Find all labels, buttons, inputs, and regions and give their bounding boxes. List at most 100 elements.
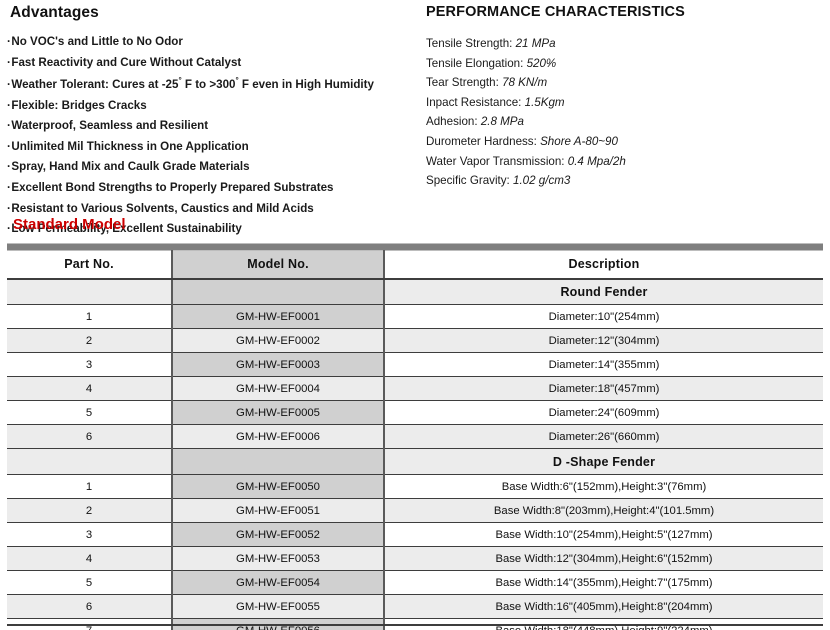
cell-description: Diameter:26"(660mm) xyxy=(383,424,823,449)
cell-part-no: 6 xyxy=(7,424,173,449)
table-row: 5 GM-HW-EF0005 Diameter:24"(609mm) xyxy=(7,400,823,425)
degree-icon: ° xyxy=(178,76,182,86)
cell-part-no: 2 xyxy=(7,328,173,353)
standard-model-heading: Standard Model xyxy=(13,216,126,233)
spec-label: Inpact Resistance: xyxy=(426,95,522,109)
advantage-item: ·Fast Reactivity and Cure Without Cataly… xyxy=(7,55,415,69)
cell-model-no: GM-HW-EF0005 xyxy=(171,400,385,425)
cell-description: Base Width:12"(304mm),Height:6"(152mm) xyxy=(383,546,823,571)
advantage-item: ·Weather Tolerant: Cures at -25° F to >3… xyxy=(7,76,415,92)
spec-item: Adhesion: 2.8 MPa xyxy=(426,116,830,128)
cell-part-no: 3 xyxy=(7,522,173,547)
bullet-icon: · xyxy=(7,78,12,92)
bullet-icon: · xyxy=(7,35,12,48)
table-row: 2 GM-HW-EF0002 Diameter:12"(304mm) xyxy=(7,328,823,353)
table-row: 3 GM-HW-EF0052 Base Width:10"(254mm),Heigh… xyxy=(7,522,823,547)
advantage-item-label: Spray, Hand Mix and Caulk Grade Material… xyxy=(11,160,250,174)
spec-item: Tensile Elongation: 520% xyxy=(426,56,830,70)
advantage-item: ·Flexible: Bridges Cracks xyxy=(7,98,415,112)
cell-description: Diameter:24"(609mm) xyxy=(383,400,823,425)
spec-label: Specific Gravity: xyxy=(426,174,510,188)
cell-description: Diameter:14"(355mm) xyxy=(383,352,823,377)
cell-model-no: GM-HW-EF0002 xyxy=(171,328,385,353)
table-row: 4 GM-HW-EF0004 Diameter:18"(457mm) xyxy=(7,376,823,401)
cell-model-no: GM-HW-EF0003 xyxy=(171,352,385,377)
table-row: 6 GM-HW-EF0055 Base Width:16"(405mm),Heigh… xyxy=(7,594,823,619)
spec-item: Inpact Resistance: 1.5Kgm xyxy=(426,95,830,109)
spec-item: Water Vapor Transmission: 0.4 Mpa/2h xyxy=(426,154,830,168)
advantages-title: Advantages xyxy=(10,4,99,21)
cell-description: Diameter:10"(254mm) xyxy=(383,304,823,329)
cell-part-no: 1 xyxy=(7,474,173,499)
performance-title: PERFORMANCE CHARACTERISTICS xyxy=(426,4,685,20)
spec-value: 0.4 Mpa/2h xyxy=(567,154,626,168)
cell-description: Base Width:16"(405mm),Height:8"(204mm) xyxy=(383,594,823,619)
cell-part-no: 5 xyxy=(7,570,173,595)
table-row: 5 GM-HW-EF0054 Base Width:14"(355mm),Heigh… xyxy=(7,570,823,595)
cell-model-no: GM-HW-EF0054 xyxy=(171,570,385,595)
advantages-column: Advantages ·No VOC's and Little to No Od… xyxy=(0,0,415,244)
section-model-cell xyxy=(171,448,385,475)
column-header-description: Description xyxy=(383,250,823,280)
cell-description: Diameter:12"(304mm) xyxy=(383,328,823,353)
spec-item: Specific Gravity: 1.02 g/cm3 xyxy=(426,175,830,187)
spec-value: 1.5Kgm xyxy=(524,95,565,109)
cell-part-no: 6 xyxy=(7,594,173,619)
cell-part-no: 4 xyxy=(7,376,173,401)
advantages-list: ·No VOC's and Little to No Odor ·Fast Rea… xyxy=(4,36,415,235)
spec-value: 2.8 MPa xyxy=(480,115,524,129)
table-body: Part No. Model No. Description Round Fen… xyxy=(7,243,823,630)
cell-model-no: GM-HW-EF0053 xyxy=(171,546,385,571)
table-row: 1 GM-HW-EF0001 Diameter:10"(254mm) xyxy=(7,304,823,329)
cell-part-no: 3 xyxy=(7,352,173,377)
spec-label: Water Vapor Transmission: xyxy=(426,154,565,168)
column-header-model-no: Model No. xyxy=(171,250,385,280)
bullet-icon: · xyxy=(7,119,12,133)
cell-description: Base Width:10"(254mm),Height:5"(127mm) xyxy=(383,522,823,547)
cell-model-no: GM-HW-EF0006 xyxy=(171,424,385,449)
standard-model-table-wrap: Part No. Model No. Description Round Fen… xyxy=(7,243,823,630)
table-row: 2 GM-HW-EF0051 Base Width:8"(203mm),Height… xyxy=(7,498,823,523)
table-top-bar xyxy=(7,243,823,251)
spec-value: 1.02 g/cm3 xyxy=(513,174,571,188)
advantage-item-label: Fast Reactivity and Cure Without Catalys… xyxy=(11,55,242,69)
column-header-part-no: Part No. xyxy=(7,250,173,280)
cell-description: Base Width:6"(152mm),Height:3"(76mm) xyxy=(383,474,823,499)
section-label: D -Shape Fender xyxy=(383,448,823,475)
table-bottom-rule xyxy=(7,624,823,626)
advantage-item: ·Low Permeability, Excellent Sustainabil… xyxy=(7,223,415,235)
table-row: 1 GM-HW-EF0050 Base Width:6"(152mm),Height… xyxy=(7,474,823,499)
table-row: 3 GM-HW-EF0003 Diameter:14"(355mm) xyxy=(7,352,823,377)
table-section-row: Round Fender xyxy=(7,278,823,305)
advantage-item: ·Spray, Hand Mix and Caulk Grade Materia… xyxy=(7,161,415,173)
cell-model-no: GM-HW-EF0050 xyxy=(171,474,385,499)
cell-model-no: GM-HW-EF0004 xyxy=(171,376,385,401)
bullet-icon: · xyxy=(7,55,12,69)
advantage-item-label: Waterproof, Seamless and Resilient xyxy=(11,119,209,133)
table-section-row: D -Shape Fender xyxy=(7,448,823,475)
spec-value: 78 KN/m xyxy=(502,76,548,90)
bullet-icon: · xyxy=(7,181,12,195)
standard-model-table: Part No. Model No. Description Round Fen… xyxy=(7,243,823,630)
spec-item: Tensile Strength: 21 MPa xyxy=(426,38,830,50)
bullet-icon: · xyxy=(7,139,12,153)
table-header-row: Part No. Model No. Description xyxy=(7,250,823,280)
cell-model-no: GM-HW-EF0052 xyxy=(171,522,385,547)
cell-model-no: GM-HW-EF0055 xyxy=(171,594,385,619)
section-part-cell xyxy=(7,448,173,475)
section-model-cell xyxy=(171,278,385,305)
spec-label: Adhesion: xyxy=(426,115,478,129)
spec-value: 21 MPa xyxy=(515,37,556,50)
cell-part-no: 5 xyxy=(7,400,173,425)
spec-label: Tear Strength: xyxy=(426,76,499,90)
performance-list: Tensile Strength: 21 MPa Tensile Elongati… xyxy=(415,38,830,187)
spec-label: Tensile Elongation: xyxy=(426,56,524,70)
bullet-icon: · xyxy=(7,201,12,215)
advantage-item-label: Flexible: Bridges Cracks xyxy=(11,98,147,112)
cell-model-no: GM-HW-EF0051 xyxy=(171,498,385,523)
bullet-icon: · xyxy=(7,222,12,236)
section-label: Round Fender xyxy=(383,278,823,305)
spec-value: Shore A-80~90 xyxy=(540,134,618,148)
cell-model-no: GM-HW-EF0001 xyxy=(171,304,385,329)
